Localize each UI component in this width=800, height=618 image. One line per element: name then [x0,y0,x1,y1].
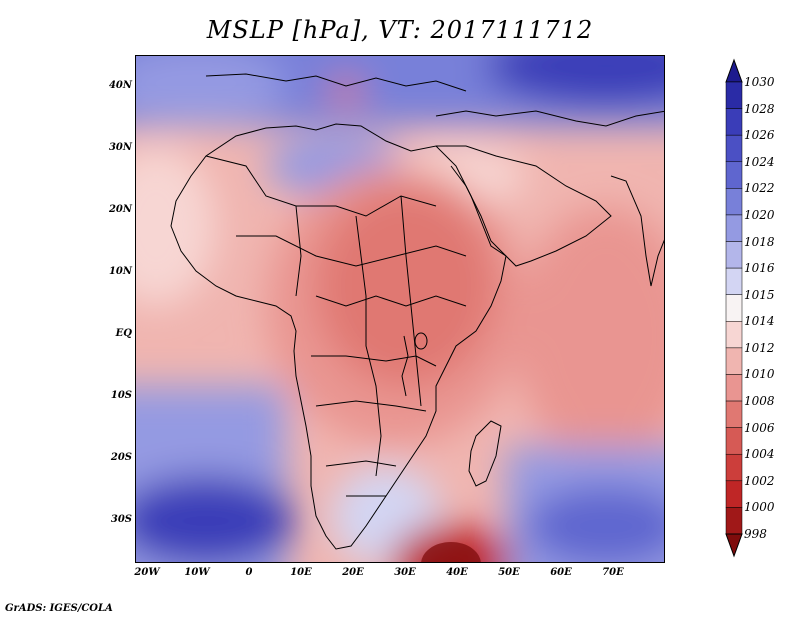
colorbar-label: 1028 [744,101,775,116]
colorbar-label: 1006 [744,420,775,435]
colorbar-label: 998 [744,527,767,541]
colorbar-label: 1016 [744,261,775,276]
lat-label-30n: 30N [108,142,132,153]
colorbar [725,58,743,558]
colorbar-box [725,294,743,322]
colorbar-box [725,321,743,349]
colorbar-label: 1020 [744,207,775,222]
colorbar-label: 1022 [744,181,775,196]
colorbar-label: 1018 [744,234,775,249]
lon-label-70e: 70E [602,567,624,578]
colorbar-label: 1024 [744,154,775,169]
footer-credit: GrADS: IGES/COLA [5,603,113,614]
colorbar-box [725,374,743,402]
colorbar-label: 1014 [744,314,775,329]
lat-label-10n: 10N [108,266,132,277]
colorbar-label: 1010 [744,367,775,382]
colorbar-boxes [725,81,743,535]
colorbar-label: 1008 [744,394,775,409]
lon-label-20w: 20W [134,567,160,578]
colorbar-box [725,81,743,109]
lon-label-10e: 10E [290,567,312,578]
pressure-map [135,55,665,563]
colorbar-box [725,188,743,216]
colorbar-label: 1012 [744,340,775,355]
lat-label-20n: 20N [108,204,132,215]
lon-label-40e: 40E [446,567,468,578]
colorbar-box [725,453,743,482]
colorbar-box [725,108,743,136]
pressure-map-svg [136,56,664,562]
lon-label-0: 0 [245,567,253,578]
colorbar-label: 1002 [744,473,775,488]
colorbar-box [725,480,743,508]
down-triangle-icon [725,533,743,558]
chart-title: MSLP [hPa], VT: 2017111712 [206,16,594,44]
lat-label-30s: 30S [110,514,132,525]
lon-label-20e: 20E [342,567,364,578]
colorbar-box [725,507,743,535]
lon-label-10w: 10W [184,567,210,578]
lat-label-20s: 20S [110,452,132,463]
colorbar-box [725,267,743,295]
colorbar-label: 1030 [744,75,775,89]
lon-label-60e: 60E [550,567,572,578]
colorbar-box [725,427,743,455]
colorbar-box [725,214,743,242]
low-pressure-core [421,542,481,562]
coastlines [170,73,664,550]
lat-label-10s: 10S [110,390,132,401]
lon-label-50e: 50E [498,567,520,578]
up-triangle-icon [725,58,743,83]
colorbar-box [725,161,743,189]
colorbar-box [725,347,743,375]
colorbar-label: 1004 [744,447,775,462]
colorbar-label: 1026 [744,128,775,143]
lat-label-eq: EQ [115,328,132,339]
colorbar-label: 1015 [744,287,775,302]
colorbar-label: 1000 [744,500,775,515]
lat-label-40n: 40N [108,80,132,91]
colorbar-box [725,241,743,269]
pressure-field [136,56,664,562]
colorbar-box [725,134,743,163]
colorbar-box [725,400,743,428]
lon-label-30e: 30E [394,567,416,578]
